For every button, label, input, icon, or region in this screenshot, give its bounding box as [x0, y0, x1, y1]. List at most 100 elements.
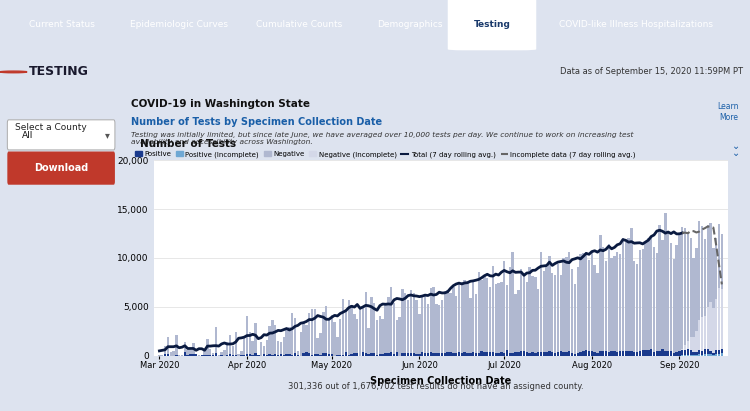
Bar [347, 355, 350, 356]
Bar [398, 316, 400, 356]
Bar [181, 355, 183, 356]
Bar [667, 231, 669, 356]
Bar [478, 353, 480, 356]
Bar [568, 252, 571, 356]
Bar [187, 350, 189, 356]
Bar [537, 352, 539, 356]
Bar [622, 351, 624, 356]
Incomplete data (7 day rolling avg.) [704, 224, 712, 229]
Bar [658, 351, 661, 356]
Bar [164, 346, 166, 356]
Bar [494, 284, 497, 356]
Bar [305, 352, 308, 356]
Bar [692, 337, 694, 356]
Bar [610, 258, 613, 356]
Bar [305, 325, 308, 356]
Bar [232, 355, 234, 356]
Bar [404, 353, 406, 356]
Bar [593, 265, 596, 356]
Bar [628, 351, 630, 356]
Bar [548, 351, 550, 356]
Total (7 day rolling avg.) [404, 293, 412, 298]
Bar [206, 355, 209, 356]
Bar [503, 353, 506, 356]
Bar [492, 266, 494, 356]
Bar [387, 353, 389, 356]
Bar [596, 273, 598, 356]
Bar [452, 286, 454, 356]
Bar [206, 339, 209, 356]
Bar [689, 238, 692, 356]
Bar [514, 294, 517, 356]
Bar [302, 323, 304, 356]
Bar [272, 355, 274, 356]
Bar [444, 353, 446, 356]
Bar [452, 353, 454, 356]
Bar [647, 350, 650, 356]
Bar [566, 257, 568, 356]
Bar [339, 319, 341, 356]
Bar [551, 352, 554, 356]
Bar [328, 354, 330, 356]
Bar [251, 355, 254, 356]
Bar [460, 282, 463, 356]
Total (7 day rolling avg.) [234, 336, 243, 341]
Bar [710, 351, 712, 356]
Bar [588, 351, 590, 356]
Bar [534, 353, 536, 356]
Bar [187, 355, 189, 356]
Bar [706, 349, 709, 356]
Bar [325, 353, 327, 356]
Bar [432, 353, 435, 356]
Bar [560, 351, 562, 356]
Bar [345, 310, 347, 356]
Bar [625, 351, 627, 356]
Bar [571, 269, 573, 356]
Bar [658, 225, 661, 356]
Bar [246, 354, 248, 356]
Bar [571, 353, 573, 356]
Bar [262, 354, 266, 356]
Bar [695, 355, 698, 356]
Bar [710, 223, 712, 356]
Bar [419, 314, 421, 356]
Bar [220, 355, 223, 356]
Bar [466, 283, 469, 356]
Bar [469, 298, 472, 356]
Bar [700, 317, 703, 356]
Bar [376, 355, 378, 356]
Bar [518, 352, 520, 356]
Bar [514, 352, 517, 356]
Bar [706, 226, 709, 356]
Bar [673, 353, 675, 356]
Bar [240, 355, 242, 356]
Bar [435, 353, 437, 356]
Bar [390, 352, 392, 356]
Total (7 day rolling avg.) [635, 240, 644, 245]
Bar [641, 351, 644, 356]
Bar [336, 337, 339, 356]
Bar [308, 313, 310, 356]
Bar [274, 354, 277, 356]
Bar [435, 304, 437, 356]
Bar [616, 352, 619, 356]
Bar [455, 296, 458, 356]
Bar [478, 272, 480, 356]
Bar [710, 302, 712, 356]
Bar [678, 236, 681, 356]
Bar [342, 298, 344, 356]
Bar [585, 350, 587, 356]
Bar [529, 353, 531, 356]
Bar [721, 349, 723, 356]
Bar [240, 351, 242, 356]
Bar [681, 351, 683, 356]
Bar [373, 302, 376, 356]
Bar [379, 354, 381, 356]
Bar [520, 269, 523, 356]
Bar [291, 313, 293, 356]
Bar [178, 355, 181, 356]
Bar [325, 306, 327, 356]
Bar [633, 352, 635, 356]
Bar [356, 319, 358, 356]
Bar [662, 349, 664, 356]
